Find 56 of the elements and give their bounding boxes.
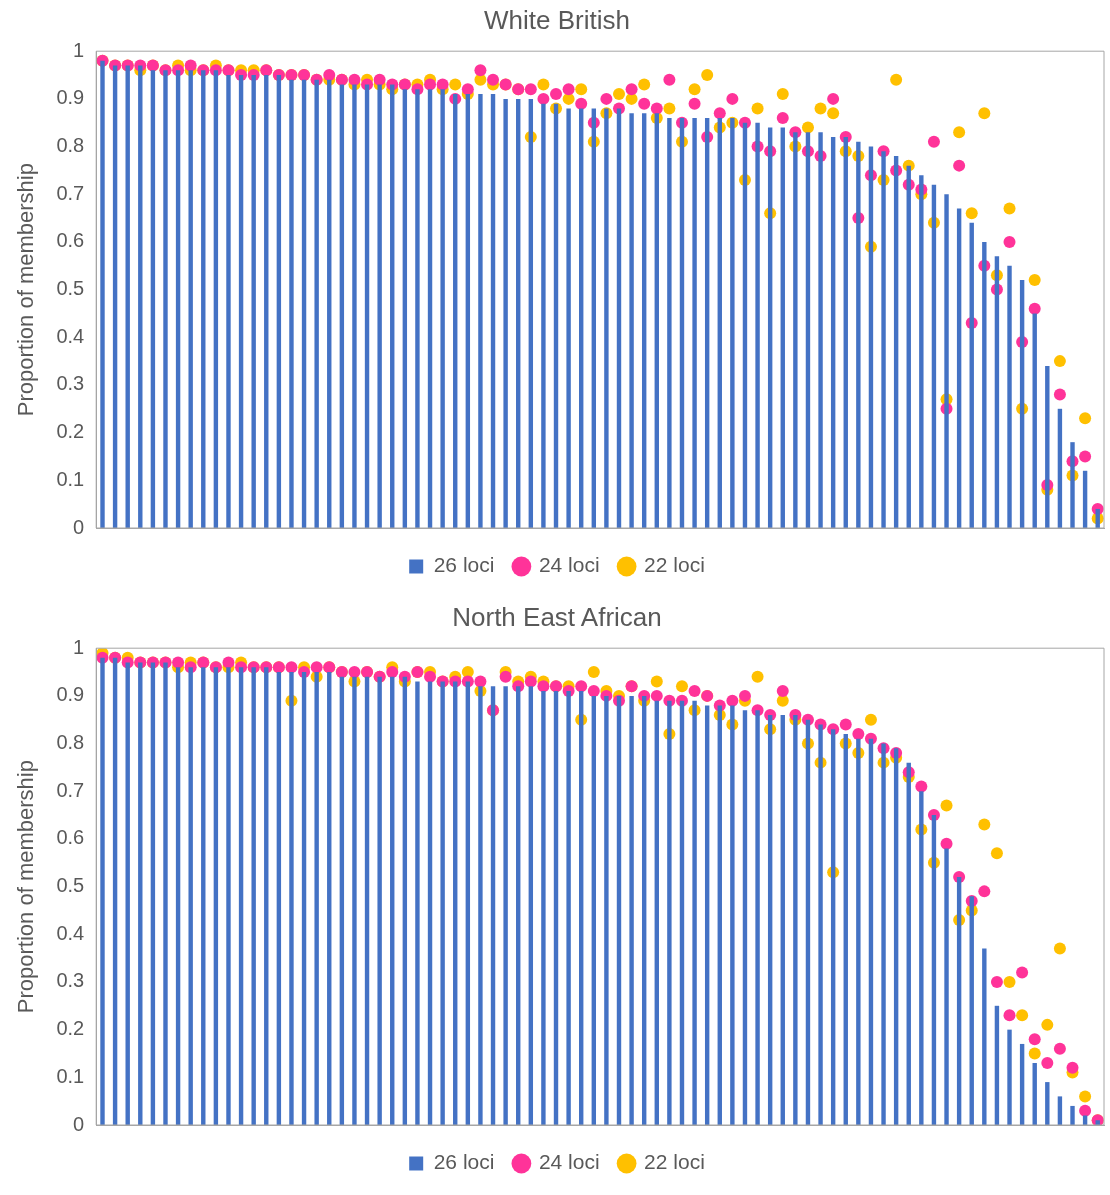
legend-label: 22 loci (644, 1150, 705, 1174)
bar (994, 1005, 1000, 1125)
y-tick-label: 0.4 (56, 921, 85, 944)
bar (503, 686, 508, 1125)
chart-title: White British (484, 4, 630, 35)
legend-label: 22 loci (644, 553, 705, 577)
y-tick-label: 0.6 (56, 229, 85, 252)
bar (641, 113, 647, 528)
chart-title: North East African (452, 601, 662, 632)
bar (692, 117, 697, 528)
bar (415, 681, 420, 1125)
bar (629, 113, 634, 528)
y-tick-label: 1 (73, 38, 85, 61)
y-tick-label: 0.7 (56, 181, 85, 204)
bar (704, 705, 710, 1125)
y-tick-label: 0.2 (56, 420, 85, 443)
bar (780, 127, 785, 528)
y-tick-label: 0 (73, 1112, 85, 1135)
legend-label: 24 loci (538, 1150, 600, 1174)
y-tick-label: 0.3 (56, 372, 85, 395)
y-tick-label: 0.5 (56, 874, 85, 897)
y-tick-label: 0 (73, 515, 85, 538)
y-tick-label: 0.6 (56, 826, 85, 849)
y-tick-label: 0.3 (56, 969, 85, 992)
y-tick-label: 0.9 (56, 683, 85, 706)
y-tick-label: 0.9 (56, 86, 85, 109)
bar (490, 94, 496, 528)
legend-label: 26 loci (433, 1150, 495, 1174)
y-tick-label: 1 (73, 635, 85, 658)
y-tick-label: 0.2 (56, 1017, 85, 1040)
y-tick-label: 0.1 (56, 467, 85, 490)
bar (780, 714, 785, 1125)
bar (478, 94, 483, 528)
legend-label: 26 loci (433, 553, 495, 577)
y-axis-title: Proportion of membership (13, 163, 39, 417)
bar (956, 208, 962, 528)
y-tick-label: 0.8 (56, 731, 85, 754)
y-tick-label: 0.4 (56, 324, 85, 347)
bar (1007, 265, 1012, 528)
bar (742, 710, 748, 1125)
bar (1095, 1120, 1100, 1125)
bar (1057, 408, 1063, 528)
bar (1045, 1082, 1050, 1125)
legend-label: 24 loci (538, 553, 600, 577)
bar (1070, 1105, 1075, 1125)
bar (982, 948, 987, 1125)
bar (566, 108, 571, 528)
y-tick-label: 0.8 (56, 134, 85, 157)
y-axis-title: Proportion of membership (13, 760, 39, 1014)
y-tick-label: 0.1 (56, 1064, 85, 1087)
bar (1019, 1043, 1025, 1125)
bar (1007, 1029, 1012, 1125)
bar (503, 98, 508, 528)
bar (830, 137, 836, 528)
y-tick-label: 0.5 (56, 277, 85, 300)
y-tick-label: 0.7 (56, 778, 85, 801)
